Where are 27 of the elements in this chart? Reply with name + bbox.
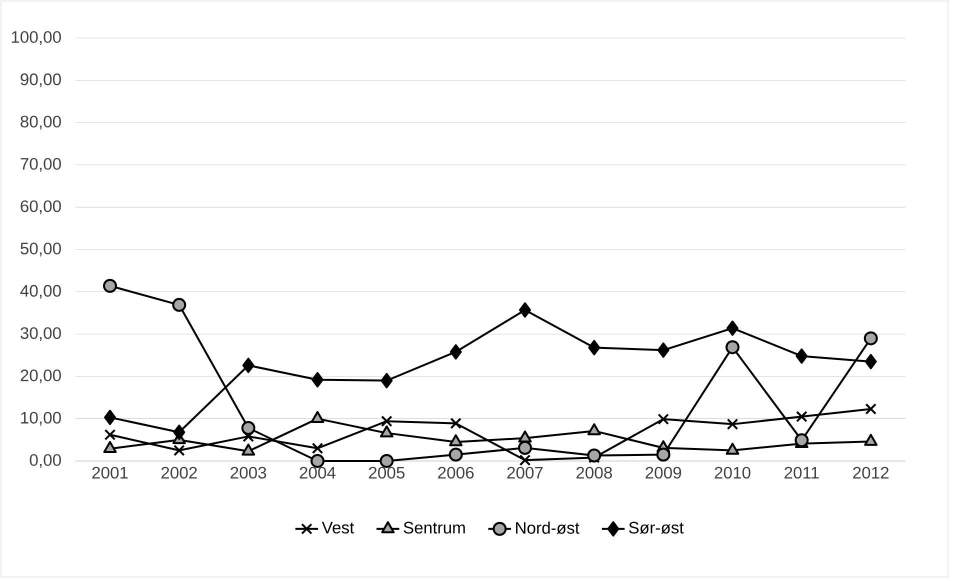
x-tick-label: 2001 [92, 466, 128, 479]
x-tick-label: 2011 [784, 466, 819, 479]
x-tick-label: 2002 [161, 466, 197, 479]
y-tick-label: 50,00 [20, 242, 61, 256]
legend-label: Sør-øst [629, 522, 684, 534]
legend-label: Nord-øst [516, 522, 580, 534]
y-tick-label: 80,00 [20, 116, 61, 130]
x-tick-label: 2003 [230, 466, 266, 479]
y-tick-label: 0,00 [30, 454, 61, 468]
y-tick-label: 100,00 [12, 31, 61, 45]
y-tick-label: 90,00 [20, 73, 61, 88]
y-tick-label: 60,00 [20, 200, 61, 214]
x-tick-label: 2012 [853, 466, 889, 479]
legend-label: Vest [322, 522, 354, 534]
x-tick-label: 2010 [714, 466, 750, 479]
x-tick-label: 2006 [438, 466, 474, 479]
x-tick-label: 2005 [368, 466, 405, 479]
y-tick-label: 40,00 [20, 284, 61, 299]
x-tick-label: 2004 [300, 466, 336, 479]
legend-label: Sentrum [404, 522, 465, 534]
y-tick-label: 30,00 [20, 327, 61, 341]
x-tick-label: 2009 [646, 466, 682, 479]
x-tick-label: 2007 [507, 466, 543, 479]
y-tick-label: 10,00 [21, 412, 61, 426]
y-tick-label: 70,00 [20, 158, 61, 172]
y-tick-label: 20,00 [20, 370, 61, 384]
x-tick-label: 2008 [576, 466, 612, 479]
